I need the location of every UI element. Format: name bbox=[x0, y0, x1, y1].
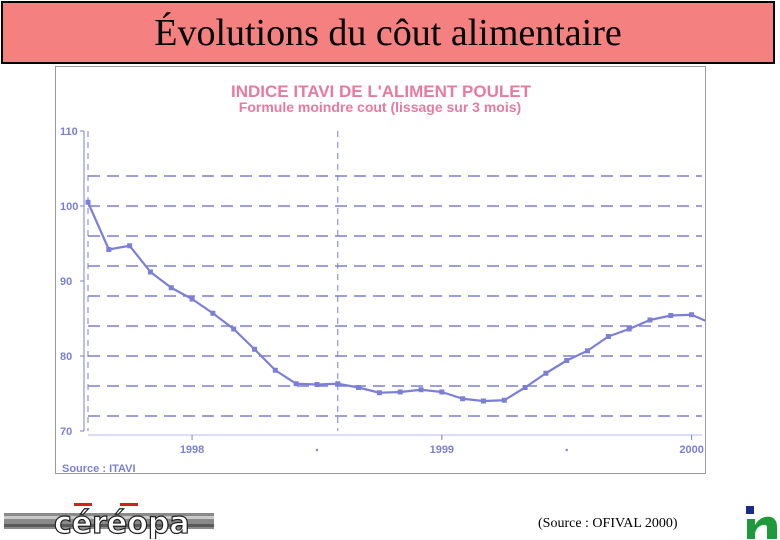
data-point bbox=[418, 387, 424, 393]
data-point bbox=[356, 385, 362, 390]
y-tick-label: 110 bbox=[60, 126, 78, 138]
x-minor-tick bbox=[565, 448, 568, 452]
logo-blue-square bbox=[746, 506, 754, 514]
data-point bbox=[314, 382, 320, 387]
chart-subtitle: Formule moindre cout (lissage sur 3 mois… bbox=[239, 99, 521, 115]
data-point bbox=[168, 285, 174, 291]
logo-stripe-light bbox=[4, 516, 214, 519]
data-point bbox=[252, 346, 258, 352]
data-point bbox=[189, 296, 195, 302]
x-minor-tick bbox=[315, 448, 319, 452]
cereopa-logo-icon: céréopa bbox=[4, 503, 214, 539]
y-tick-label: 70 bbox=[60, 426, 72, 438]
data-point bbox=[293, 381, 299, 387]
data-point bbox=[564, 358, 570, 363]
data-point bbox=[668, 313, 674, 318]
data-point bbox=[397, 389, 403, 395]
organization-logo-icon bbox=[743, 503, 779, 540]
data-point bbox=[127, 243, 133, 249]
logo-green-shape bbox=[747, 516, 777, 539]
x-tick-label: 2000 bbox=[679, 444, 703, 456]
data-point bbox=[647, 317, 653, 323]
data-point bbox=[335, 381, 341, 387]
data-point bbox=[439, 389, 445, 395]
y-tick-label: 80 bbox=[60, 351, 72, 363]
x-tick-label: 1998 bbox=[180, 444, 204, 456]
x-tick-label: 1999 bbox=[430, 444, 454, 456]
title-banner: Évolutions du côut alimentaire bbox=[1, 1, 775, 64]
chart-svg: INDICE ITAVI DE L'ALIMENT POULET Formule… bbox=[60, 82, 705, 473]
data-point bbox=[522, 385, 528, 390]
data-point bbox=[210, 310, 216, 316]
y-tick-label: 90 bbox=[60, 276, 72, 288]
logo-red-bar-right bbox=[120, 503, 138, 506]
data-point bbox=[376, 390, 382, 396]
data-point bbox=[147, 269, 153, 275]
y-tick-label: 100 bbox=[60, 201, 78, 213]
data-point bbox=[626, 326, 632, 332]
grid-layer bbox=[87, 131, 702, 431]
data-point bbox=[689, 312, 695, 318]
chart-frame: INDICE ITAVI DE L'ALIMENT POULET Formule… bbox=[55, 66, 706, 474]
series-line bbox=[86, 201, 705, 403]
logo-stripe-dark bbox=[4, 524, 214, 527]
logo-red-bar-left bbox=[74, 503, 92, 506]
series-layer bbox=[85, 199, 705, 404]
data-point bbox=[231, 326, 237, 332]
data-point bbox=[585, 348, 591, 354]
axis-layer: 70 80 90 100 110 1998 1999 2000 bbox=[60, 126, 704, 456]
data-point bbox=[460, 396, 466, 402]
data-point bbox=[480, 398, 486, 404]
data-point bbox=[501, 397, 507, 403]
source-note: (Source : OFIVAL 2000) bbox=[538, 516, 678, 531]
data-point bbox=[272, 367, 278, 373]
data-point bbox=[85, 199, 91, 205]
slide-title: Évolutions du côut alimentaire bbox=[154, 11, 622, 54]
chart-source-label: Source : ITAVI bbox=[62, 463, 136, 473]
chart-title: INDICE ITAVI DE L'ALIMENT POULET bbox=[231, 82, 532, 101]
data-point bbox=[605, 334, 611, 339]
data-point bbox=[543, 370, 549, 376]
data-point bbox=[106, 247, 112, 252]
logo-text: céréopa bbox=[54, 506, 190, 539]
